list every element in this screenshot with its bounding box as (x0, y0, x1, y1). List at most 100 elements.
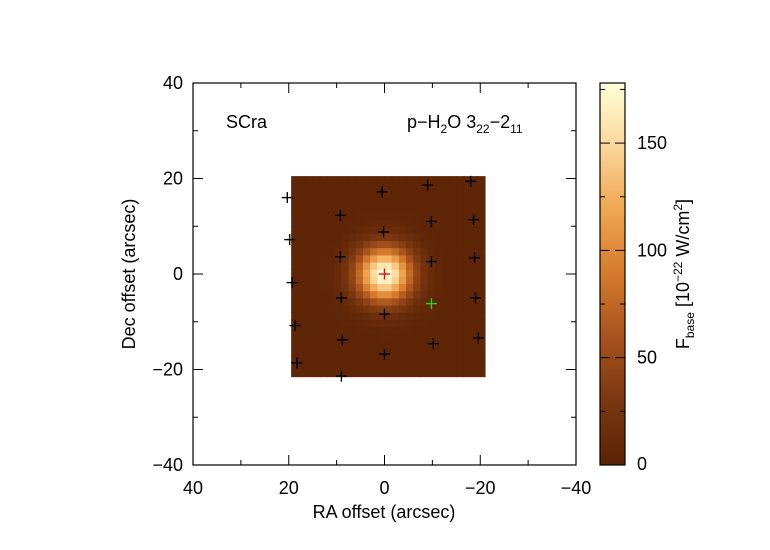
flux-pixel (291, 254, 299, 263)
flux-pixel (456, 197, 464, 206)
flux-pixel (420, 269, 429, 277)
flux-pixel (427, 355, 436, 363)
spaxel-marker (291, 357, 303, 369)
flux-pixel (319, 211, 328, 220)
flux-pixel (456, 305, 464, 313)
spaxel-markers (281, 175, 484, 382)
flux-pixel (362, 240, 371, 249)
flux-pixel (456, 312, 464, 320)
flux-pixel (391, 254, 400, 263)
flux-pixel (348, 269, 357, 277)
flux-pixel (341, 319, 350, 328)
flux-pixel (370, 362, 378, 370)
flux-pixel (434, 297, 443, 306)
flux-pixel (463, 362, 472, 370)
flux-pixel (305, 269, 314, 277)
flux-pixel (463, 211, 472, 220)
flux-pixel (305, 362, 314, 370)
flux-pixel (413, 355, 421, 363)
flux-pixel (449, 240, 457, 249)
flux-pixel (377, 276, 385, 285)
flux-pixel (312, 326, 321, 335)
flux-pixel (327, 190, 335, 199)
flux-pixel (370, 283, 378, 292)
flux-pixel (362, 326, 371, 335)
flux-pixel (377, 204, 385, 213)
flux-pixel (413, 262, 421, 270)
flux-pixel (449, 190, 457, 199)
flux-pixel (334, 305, 342, 313)
spaxel-marker (378, 226, 390, 238)
flux-pixel (341, 190, 350, 199)
flux-pixel (441, 312, 450, 320)
flux-pixel (406, 348, 414, 356)
flux-pixel (391, 262, 400, 270)
flux-pixel (305, 326, 314, 335)
flux-pixel (463, 369, 472, 378)
y-axis-title: Dec offset (arcsec) (119, 199, 139, 350)
flux-pixel (441, 362, 450, 370)
flux-pixel (298, 326, 306, 335)
flux-pixel (470, 219, 479, 227)
flux-pixel (449, 326, 457, 335)
flux-pixel (341, 197, 350, 206)
flux-pixel (470, 305, 479, 313)
flux-pixel (319, 240, 328, 249)
flux-pixel (312, 319, 321, 328)
flux-pixel (370, 319, 378, 328)
flux-pixel (312, 369, 321, 378)
flux-pixel (348, 204, 357, 213)
flux-pixel (384, 254, 393, 263)
flux-pixel (449, 219, 457, 227)
flux-pixel (305, 333, 314, 342)
flux-pixel (312, 233, 321, 242)
flux-pixel (298, 362, 306, 370)
flux-pixel (348, 183, 357, 191)
flux-pixel (391, 176, 400, 184)
flux-pixel (334, 247, 342, 256)
flux-pixel (291, 190, 299, 199)
flux-pixel (327, 362, 335, 370)
flux-pixel (441, 283, 450, 292)
flux-pixel (341, 333, 350, 342)
flux-pixel (370, 190, 378, 199)
flux-pixel (377, 355, 385, 363)
flux-pixel (420, 219, 429, 227)
flux-pixel (319, 226, 328, 234)
flux-pixel (312, 333, 321, 342)
flux-pixel (377, 176, 385, 184)
flux-pixel (406, 183, 414, 191)
flux-pixel (355, 262, 364, 270)
flux-pixel (391, 204, 400, 213)
flux-pixel (312, 283, 321, 292)
flux-pixel (327, 211, 335, 220)
flux-pixel (420, 348, 429, 356)
flux-pixel (312, 290, 321, 299)
flux-pixel (463, 226, 472, 234)
flux-pixel (377, 319, 385, 328)
flux-pixel (362, 340, 371, 349)
flux-pixel (391, 355, 400, 363)
flux-pixel (391, 233, 400, 242)
flux-pixel (362, 362, 371, 370)
flux-pixel (477, 183, 486, 191)
flux-pixel (384, 369, 393, 378)
flux-pixel (319, 319, 328, 328)
flux-pixel (434, 211, 443, 220)
flux-pixel (427, 362, 436, 370)
flux-pixel (312, 297, 321, 306)
x-tick-label: 0 (379, 478, 389, 498)
flux-pixel (398, 355, 407, 363)
flux-pixel (413, 312, 421, 320)
flux-pixel (434, 333, 443, 342)
flux-pixel (398, 197, 407, 206)
flux-pixel (456, 204, 464, 213)
flux-pixel (398, 269, 407, 277)
flux-pixel (377, 297, 385, 306)
flux-pixel (377, 326, 385, 335)
flux-pixel (355, 183, 364, 191)
flux-pixel (305, 276, 314, 285)
flux-pixel (305, 176, 314, 184)
flux-pixel (434, 262, 443, 270)
flux-pixel (391, 219, 400, 227)
